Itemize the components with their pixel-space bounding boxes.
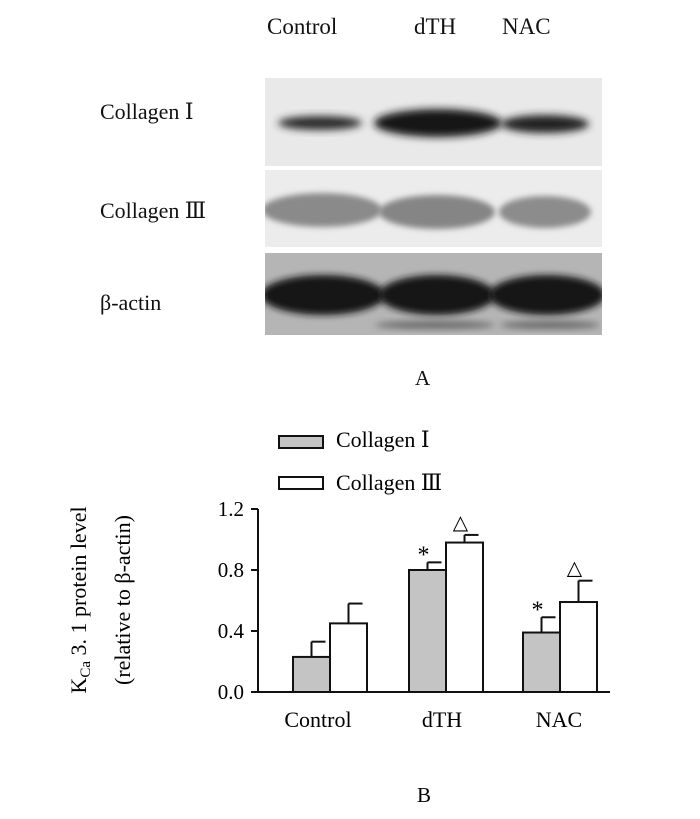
band-collagen3-control: [265, 193, 382, 227]
band-beta-actin-nac: [489, 275, 602, 315]
legend-label-collagen3: Collagen Ⅲ: [336, 470, 442, 495]
band-collagen1-nac: [501, 115, 589, 133]
chart-legend: Collagen Ⅰ Collagen Ⅲ: [278, 427, 442, 495]
bar-collagen3-control: [329, 622, 368, 693]
panel-letter-b: B: [417, 783, 431, 807]
band-collagen1-control: [278, 116, 362, 130]
x-tick-label-dth: dTH: [422, 707, 462, 732]
band-beta-actin-dth: [379, 275, 495, 315]
y-axis-title-line1: KCa 3. 1 protein level: [66, 506, 94, 693]
blot-strip-collagen3: [265, 170, 602, 247]
bar-collagen1-nac: [522, 631, 561, 694]
y-tick-label: 0.8: [218, 558, 244, 582]
band-collagen3-dth: [379, 195, 495, 229]
bar-collagen1-control: [292, 655, 331, 693]
band-collagen1-dth: [374, 109, 502, 137]
bar-collagen3-dth: [445, 541, 484, 693]
legend-swatch-collagen1: [278, 435, 324, 449]
lane-label-dth: dTH: [414, 14, 457, 39]
significance-triangle: △: [453, 512, 469, 534]
lane-label-control: Control: [267, 14, 338, 39]
y-tick-label: 1.2: [218, 497, 244, 521]
significance-star: *: [532, 597, 544, 623]
panel-letter-a: A: [415, 366, 431, 390]
blot-strip-beta-actin: [265, 253, 602, 335]
y-tick-label: 0.4: [218, 619, 245, 643]
y-tick-label: 0.0: [218, 680, 244, 704]
significance-star: *: [418, 542, 430, 568]
blot-strip-collagen1: [265, 78, 602, 166]
x-tick-label-control: Control: [284, 707, 351, 732]
y-axis-title: KCa 3. 1 protein level (relative to β-ac…: [66, 506, 135, 693]
bar-collagen1-dth: [408, 569, 447, 693]
significance-triangle: △: [567, 558, 583, 580]
band-collagen3-nac: [499, 196, 591, 228]
band-beta-actin-control: [265, 275, 385, 315]
blot-row-label-collagen3: Collagen Ⅲ: [100, 198, 207, 223]
x-tick-label-nac: NAC: [536, 707, 582, 732]
blot-row-label-beta-actin: β-actin: [100, 290, 162, 315]
blot-row-label-collagen1: Collagen Ⅰ: [100, 99, 194, 124]
plot-area: 0.0 0.4 0.8 1.2 Control dTH NAC * △ * △: [218, 497, 610, 732]
y-axis-title-line2: (relative to β-actin): [110, 515, 135, 685]
legend-swatch-collagen3: [278, 476, 324, 490]
bar-collagen3-nac: [559, 601, 598, 694]
lane-label-nac: NAC: [502, 14, 551, 39]
legend-label-collagen1: Collagen Ⅰ: [336, 427, 430, 452]
